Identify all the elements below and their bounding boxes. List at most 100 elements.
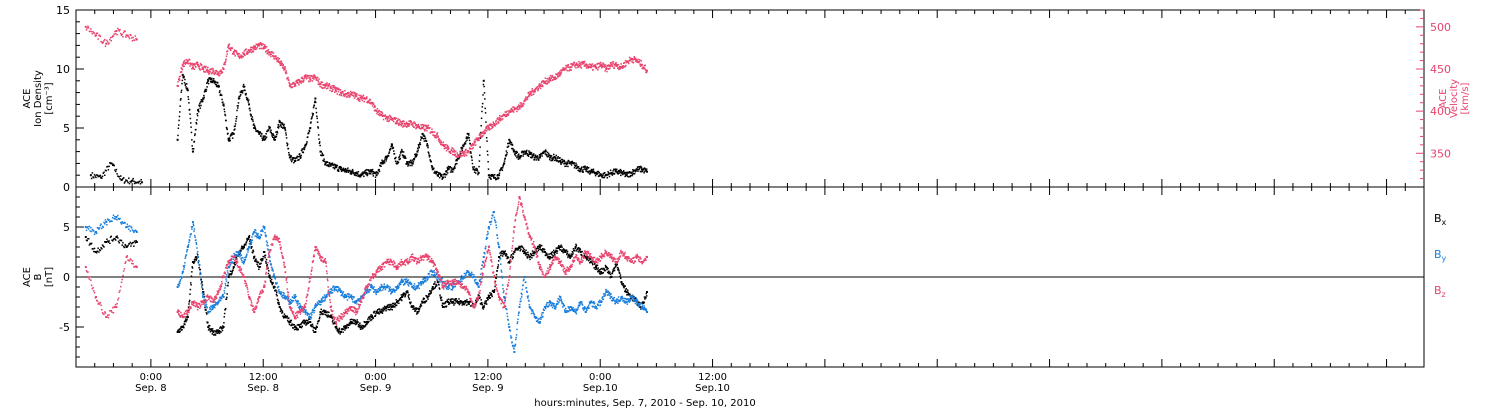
data-sample [578,61,580,63]
data-sample [566,161,568,163]
data-sample [530,154,532,156]
data-point [554,76,556,78]
data-sample [211,78,213,80]
data-sample [134,183,136,185]
data-sample [282,311,284,313]
data-point [483,80,485,82]
data-sample [199,269,201,271]
data-sample [113,35,115,37]
data-sample [475,144,477,146]
data-sample [184,82,186,84]
data-sample [640,60,642,62]
data-sample [560,74,562,76]
data-point [365,98,367,100]
data-sample [417,147,419,149]
data-sample [544,249,546,251]
data-sample [445,144,447,146]
data-sample [318,320,320,322]
data-sample [189,293,191,295]
data-sample [247,98,249,100]
data-sample [261,235,263,237]
data-sample [202,100,204,102]
data-sample [189,236,191,238]
data-sample [271,281,273,283]
data-sample [242,257,244,259]
data-sample [229,43,231,45]
data-sample [566,253,568,255]
data-sample [495,278,497,280]
data-sample [385,114,387,116]
data-sample [552,75,554,77]
data-sample [312,115,314,117]
data-sample [323,313,325,315]
data-sample [190,233,192,235]
data-sample [468,137,470,139]
data-sample [178,124,180,126]
data-sample [209,73,211,75]
data-sample [593,267,595,269]
data-sample [265,262,267,264]
y2-tick-label: 500 [1430,21,1451,34]
data-point [498,174,500,176]
data-sample [362,174,364,176]
data-sample [617,267,619,269]
data-sample [366,96,368,98]
data-sample [531,95,533,97]
data-sample [103,172,105,174]
data-sample [133,232,135,234]
data-sample [274,58,276,60]
data-sample [552,79,554,81]
data-sample [372,102,374,104]
data-sample [280,308,282,310]
data-sample [319,141,321,143]
data-sample [198,260,200,262]
data-sample [306,78,308,80]
data-point [314,331,316,333]
data-sample [220,331,222,333]
data-sample [575,67,577,69]
data-sample [308,81,310,83]
data-sample [207,67,209,69]
data-sample [603,272,605,274]
data-sample [216,84,218,86]
data-point [274,286,276,288]
data-sample [557,76,559,78]
series-0-0 [90,74,648,185]
data-sample [455,150,457,152]
data-sample [289,324,291,326]
data-sample [644,68,646,70]
data-sample [226,293,228,295]
data-sample [287,316,289,318]
data-sample [499,172,501,174]
data-sample [576,250,578,252]
data-sample [408,295,410,297]
data-sample [624,62,626,64]
data-sample [117,215,119,217]
data-sample [347,96,349,98]
data-sample [316,112,318,114]
data-sample [618,64,620,66]
data-sample [108,42,110,44]
data-sample [90,28,92,30]
data-sample [222,294,224,296]
data-sample [299,303,301,305]
data-sample [348,92,350,94]
data-sample [331,87,333,89]
data-sample [194,228,196,230]
data-sample [283,124,285,126]
data-sample [451,298,453,300]
data-sample [498,264,500,266]
data-sample [194,235,196,237]
data-sample [612,63,614,65]
data-sample [475,172,477,174]
data-sample [286,72,288,74]
data-sample [249,108,251,110]
data-sample [405,293,407,295]
data-sample [183,325,185,327]
data-sample [388,309,390,311]
data-sample [116,169,118,171]
data-sample [480,299,482,301]
data-sample [129,230,131,232]
data-sample [247,251,249,253]
data-sample [616,264,618,266]
